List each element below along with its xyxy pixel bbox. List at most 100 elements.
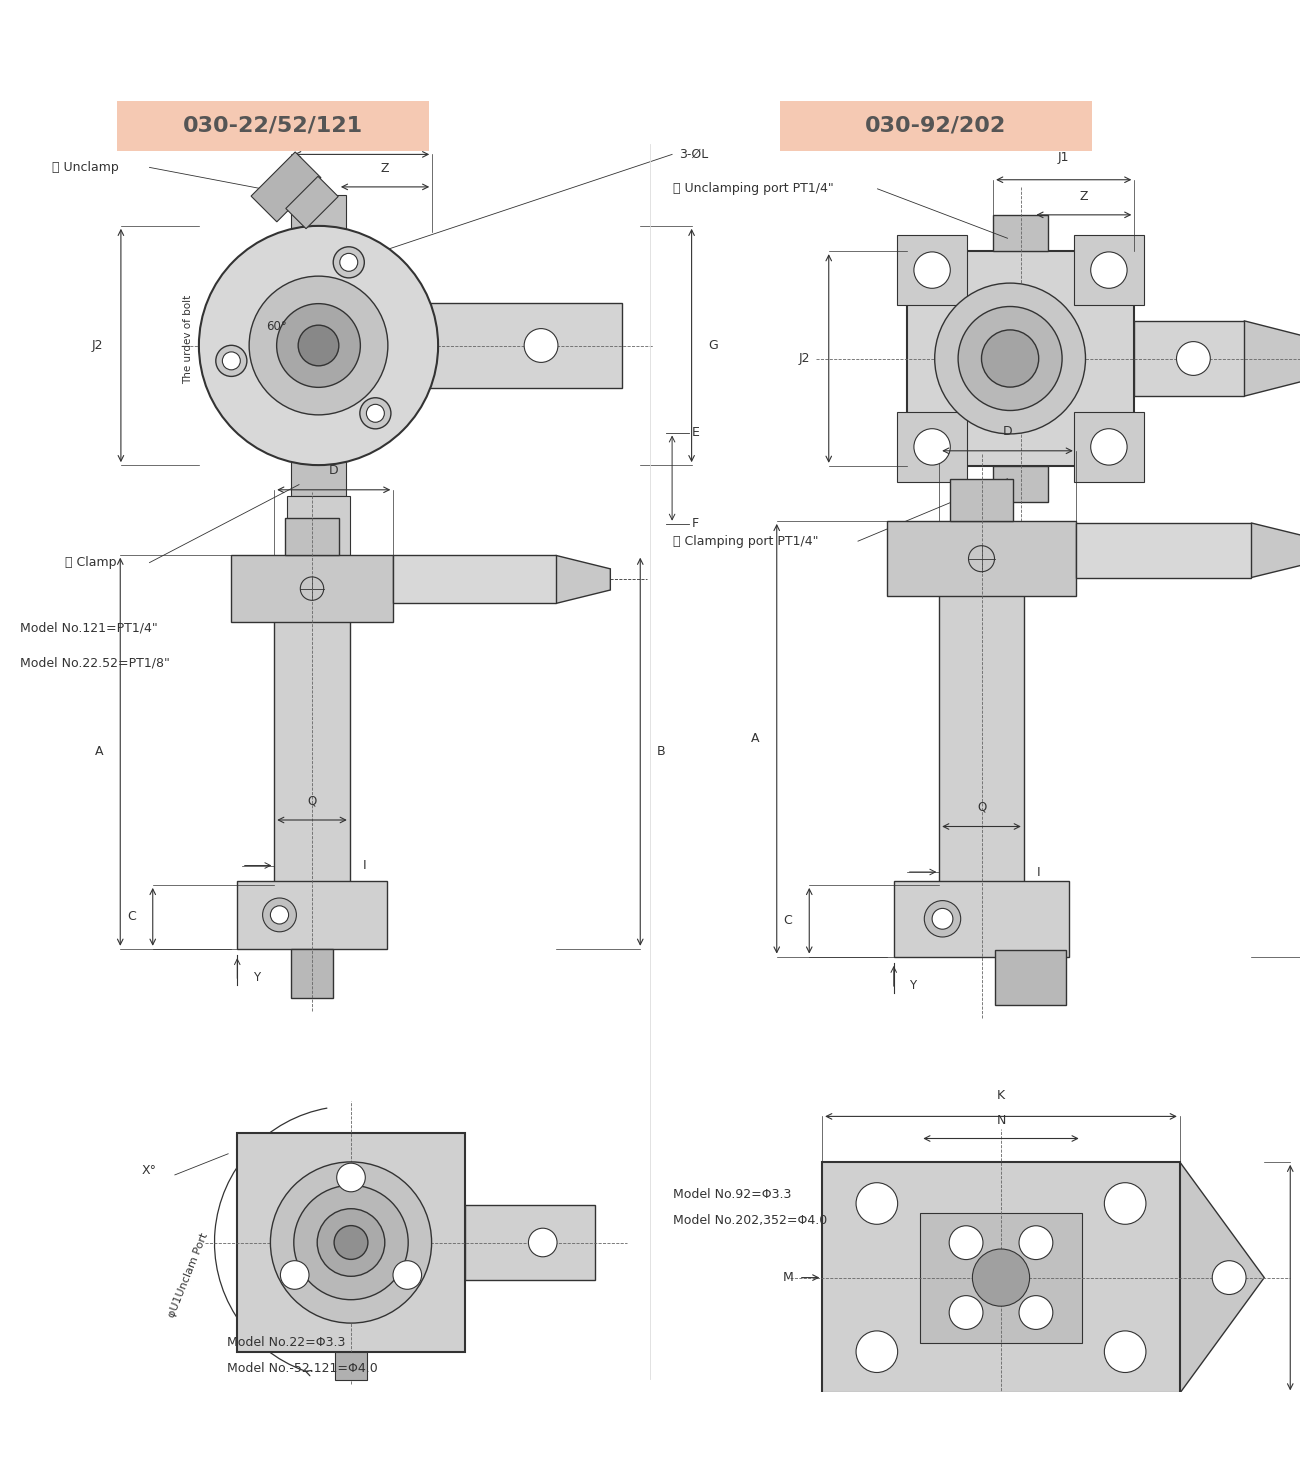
Text: Ⓑ Unclamping port PT1/4": Ⓑ Unclamping port PT1/4" — [673, 183, 835, 196]
Text: A: A — [751, 732, 759, 745]
Text: J1: J1 — [356, 126, 368, 139]
Text: E: E — [692, 426, 699, 439]
Polygon shape — [1180, 1162, 1265, 1393]
Circle shape — [360, 398, 391, 429]
Circle shape — [1176, 341, 1210, 375]
Bar — [237, 881, 387, 948]
Text: Model No.121=PT1/4": Model No.121=PT1/4" — [20, 622, 157, 634]
Circle shape — [270, 905, 289, 925]
Bar — [393, 555, 556, 604]
Text: Z: Z — [1079, 190, 1088, 203]
Bar — [335, 1352, 367, 1380]
Bar — [291, 948, 333, 999]
Circle shape — [958, 307, 1062, 411]
Text: Z: Z — [381, 162, 389, 175]
Text: 030-92/202: 030-92/202 — [866, 116, 1006, 137]
Text: G: G — [708, 338, 718, 352]
Circle shape — [528, 1229, 556, 1257]
Circle shape — [949, 1296, 983, 1330]
Bar — [117, 101, 429, 150]
Bar — [291, 454, 346, 496]
Bar — [993, 466, 1048, 502]
Bar — [887, 521, 1076, 597]
Polygon shape — [556, 555, 610, 604]
Bar — [420, 303, 621, 387]
Circle shape — [1091, 429, 1127, 464]
Bar — [231, 555, 393, 622]
Bar — [939, 586, 1024, 892]
Text: Q: Q — [307, 794, 317, 807]
Circle shape — [1091, 252, 1127, 288]
Text: φU1Unclam Port: φU1Unclam Port — [166, 1232, 209, 1319]
Text: J2: J2 — [91, 338, 103, 352]
Circle shape — [333, 246, 364, 278]
Text: C: C — [784, 914, 793, 928]
Bar — [238, 1134, 465, 1352]
Circle shape — [982, 329, 1039, 387]
Polygon shape — [1251, 522, 1300, 577]
Text: Ⓑ Unclamp: Ⓑ Unclamp — [52, 160, 118, 174]
Circle shape — [857, 1331, 898, 1373]
Text: X°: X° — [142, 1165, 156, 1177]
Text: Model No.22=Φ3.3: Model No.22=Φ3.3 — [227, 1336, 346, 1349]
Circle shape — [281, 1261, 309, 1290]
Bar — [465, 1205, 595, 1281]
Bar — [251, 151, 321, 221]
Circle shape — [298, 325, 339, 367]
Circle shape — [270, 1162, 432, 1324]
Bar — [1074, 411, 1144, 482]
Circle shape — [857, 1183, 898, 1224]
Bar — [291, 194, 346, 236]
Circle shape — [932, 908, 953, 929]
Text: The urdev of bolt: The urdev of bolt — [183, 294, 194, 384]
Polygon shape — [1244, 321, 1300, 396]
Bar — [1134, 321, 1244, 396]
Text: Q: Q — [976, 800, 987, 813]
Circle shape — [1019, 1296, 1053, 1330]
Bar — [920, 1212, 1082, 1343]
Circle shape — [334, 1226, 368, 1260]
Circle shape — [199, 226, 438, 464]
Bar — [274, 611, 350, 892]
Text: M: M — [783, 1272, 793, 1284]
Bar — [285, 518, 339, 555]
Circle shape — [250, 276, 387, 416]
Text: J2: J2 — [800, 352, 811, 365]
Circle shape — [367, 404, 385, 423]
Text: 60°: 60° — [266, 319, 287, 332]
Text: A: A — [95, 745, 103, 758]
Bar — [1076, 522, 1251, 577]
Circle shape — [1212, 1261, 1247, 1294]
Circle shape — [294, 1186, 408, 1300]
Text: Ⓐ Clamping port PT1/4": Ⓐ Clamping port PT1/4" — [673, 534, 819, 548]
Text: Model No.22.52=PT1/8": Model No.22.52=PT1/8" — [20, 656, 169, 669]
Circle shape — [949, 1226, 983, 1260]
Bar — [894, 881, 1069, 957]
Circle shape — [393, 1261, 421, 1290]
Text: C: C — [127, 910, 135, 923]
Text: 030-22/52/121: 030-22/52/121 — [183, 116, 363, 137]
Text: 3-ØL: 3-ØL — [679, 148, 707, 160]
Text: N: N — [996, 1114, 1006, 1126]
Bar — [286, 177, 338, 229]
Circle shape — [216, 346, 247, 377]
Circle shape — [263, 898, 296, 932]
Text: I: I — [1037, 865, 1040, 879]
Text: Y: Y — [252, 971, 260, 984]
Bar — [287, 496, 350, 579]
Text: K: K — [997, 1089, 1005, 1103]
Text: Model No.202,352=Φ4.0: Model No.202,352=Φ4.0 — [673, 1214, 828, 1227]
Circle shape — [1105, 1331, 1147, 1373]
Bar — [897, 411, 967, 482]
Bar — [897, 234, 967, 306]
Text: I: I — [363, 859, 367, 873]
Text: F: F — [692, 516, 698, 530]
Text: B: B — [656, 745, 666, 758]
Circle shape — [337, 1163, 365, 1192]
Circle shape — [1019, 1226, 1053, 1260]
Circle shape — [924, 901, 961, 936]
Circle shape — [1105, 1183, 1147, 1224]
Bar — [1074, 234, 1144, 306]
Bar — [780, 101, 1092, 150]
Text: D: D — [1002, 424, 1013, 438]
